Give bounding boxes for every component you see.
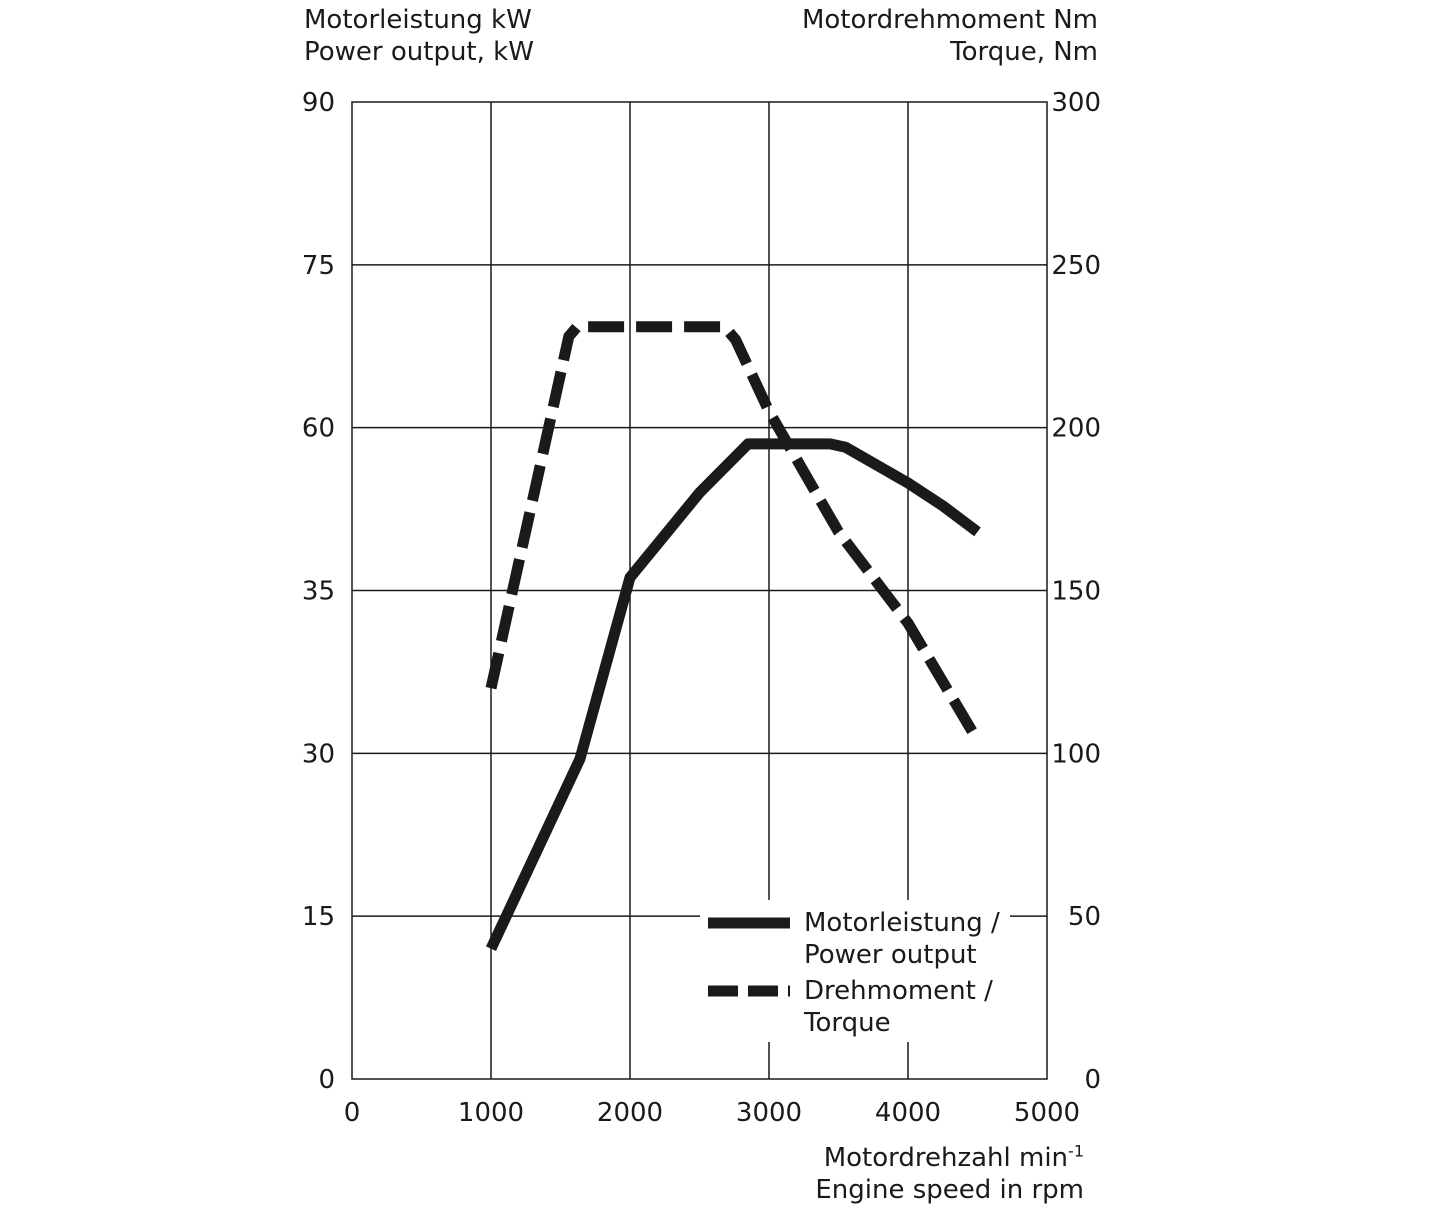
y-left-axis-title: Motorleistung kW Power output, kW xyxy=(304,4,534,68)
y-left-tick-label: 15 xyxy=(302,902,335,932)
legend-label: Power output xyxy=(804,940,977,970)
power-output-line xyxy=(486,438,981,952)
y-right-tick-label: 250 xyxy=(1051,251,1101,281)
y-left-tick-label: 35 xyxy=(302,577,335,607)
y-right-tick-label: 50 xyxy=(1068,902,1101,932)
legend-label: Motorleistung / xyxy=(804,908,1000,938)
y-right-tick-label: 0 xyxy=(1084,1065,1101,1095)
x-tick-label: 5000 xyxy=(1014,1098,1080,1128)
y-left-axis-title-line2: Power output, kW xyxy=(304,37,534,67)
y-right-tick-label: 300 xyxy=(1051,88,1101,118)
legend-label: Torque xyxy=(803,1008,891,1038)
y-right-axis-title-line1: Motordrehmoment Nm xyxy=(801,5,1098,35)
legend-label: Drehmoment / xyxy=(804,976,993,1006)
x-tick-label: 4000 xyxy=(875,1098,941,1128)
x-axis-title-text: Motordrehzahl min xyxy=(823,1143,1069,1173)
y-left-tick-label: 30 xyxy=(302,739,335,769)
y-right-tick-label: 150 xyxy=(1051,577,1101,607)
y-right-axis-title-line2: Torque, Nm xyxy=(950,37,1098,67)
x-axis-title-line1: Motordrehzahl min-1 xyxy=(815,1142,1084,1174)
y-left-tick-label: 0 xyxy=(318,1065,335,1095)
y-left-tick-label: 90 xyxy=(302,88,335,118)
x-axis-title-line2: Engine speed in rpm xyxy=(815,1175,1084,1205)
torque-line xyxy=(485,321,983,744)
x-tick-label: 3000 xyxy=(736,1098,802,1128)
y-right-tick-label: 100 xyxy=(1051,739,1101,769)
x-axis-title: Motordrehzahl min-1 Engine speed in rpm xyxy=(815,1142,1084,1206)
y-right-tick-label: 200 xyxy=(1051,414,1101,444)
y-right-axis-title: Motordrehmoment Nm Torque, Nm xyxy=(802,4,1098,68)
series xyxy=(485,321,983,952)
y-left-axis-title-line1: Motorleistung kW xyxy=(304,5,532,35)
y-left-tick-label: 60 xyxy=(302,414,335,444)
x-tick-label: 1000 xyxy=(458,1098,524,1128)
x-axis-title-superscript: -1 xyxy=(1068,1141,1084,1161)
x-tick-label: 2000 xyxy=(597,1098,663,1128)
x-tick-label: 0 xyxy=(344,1098,361,1128)
legend: Motorleistung /Power output Drehmoment /T… xyxy=(700,900,1010,1042)
y-left-tick-label: 75 xyxy=(302,251,335,281)
